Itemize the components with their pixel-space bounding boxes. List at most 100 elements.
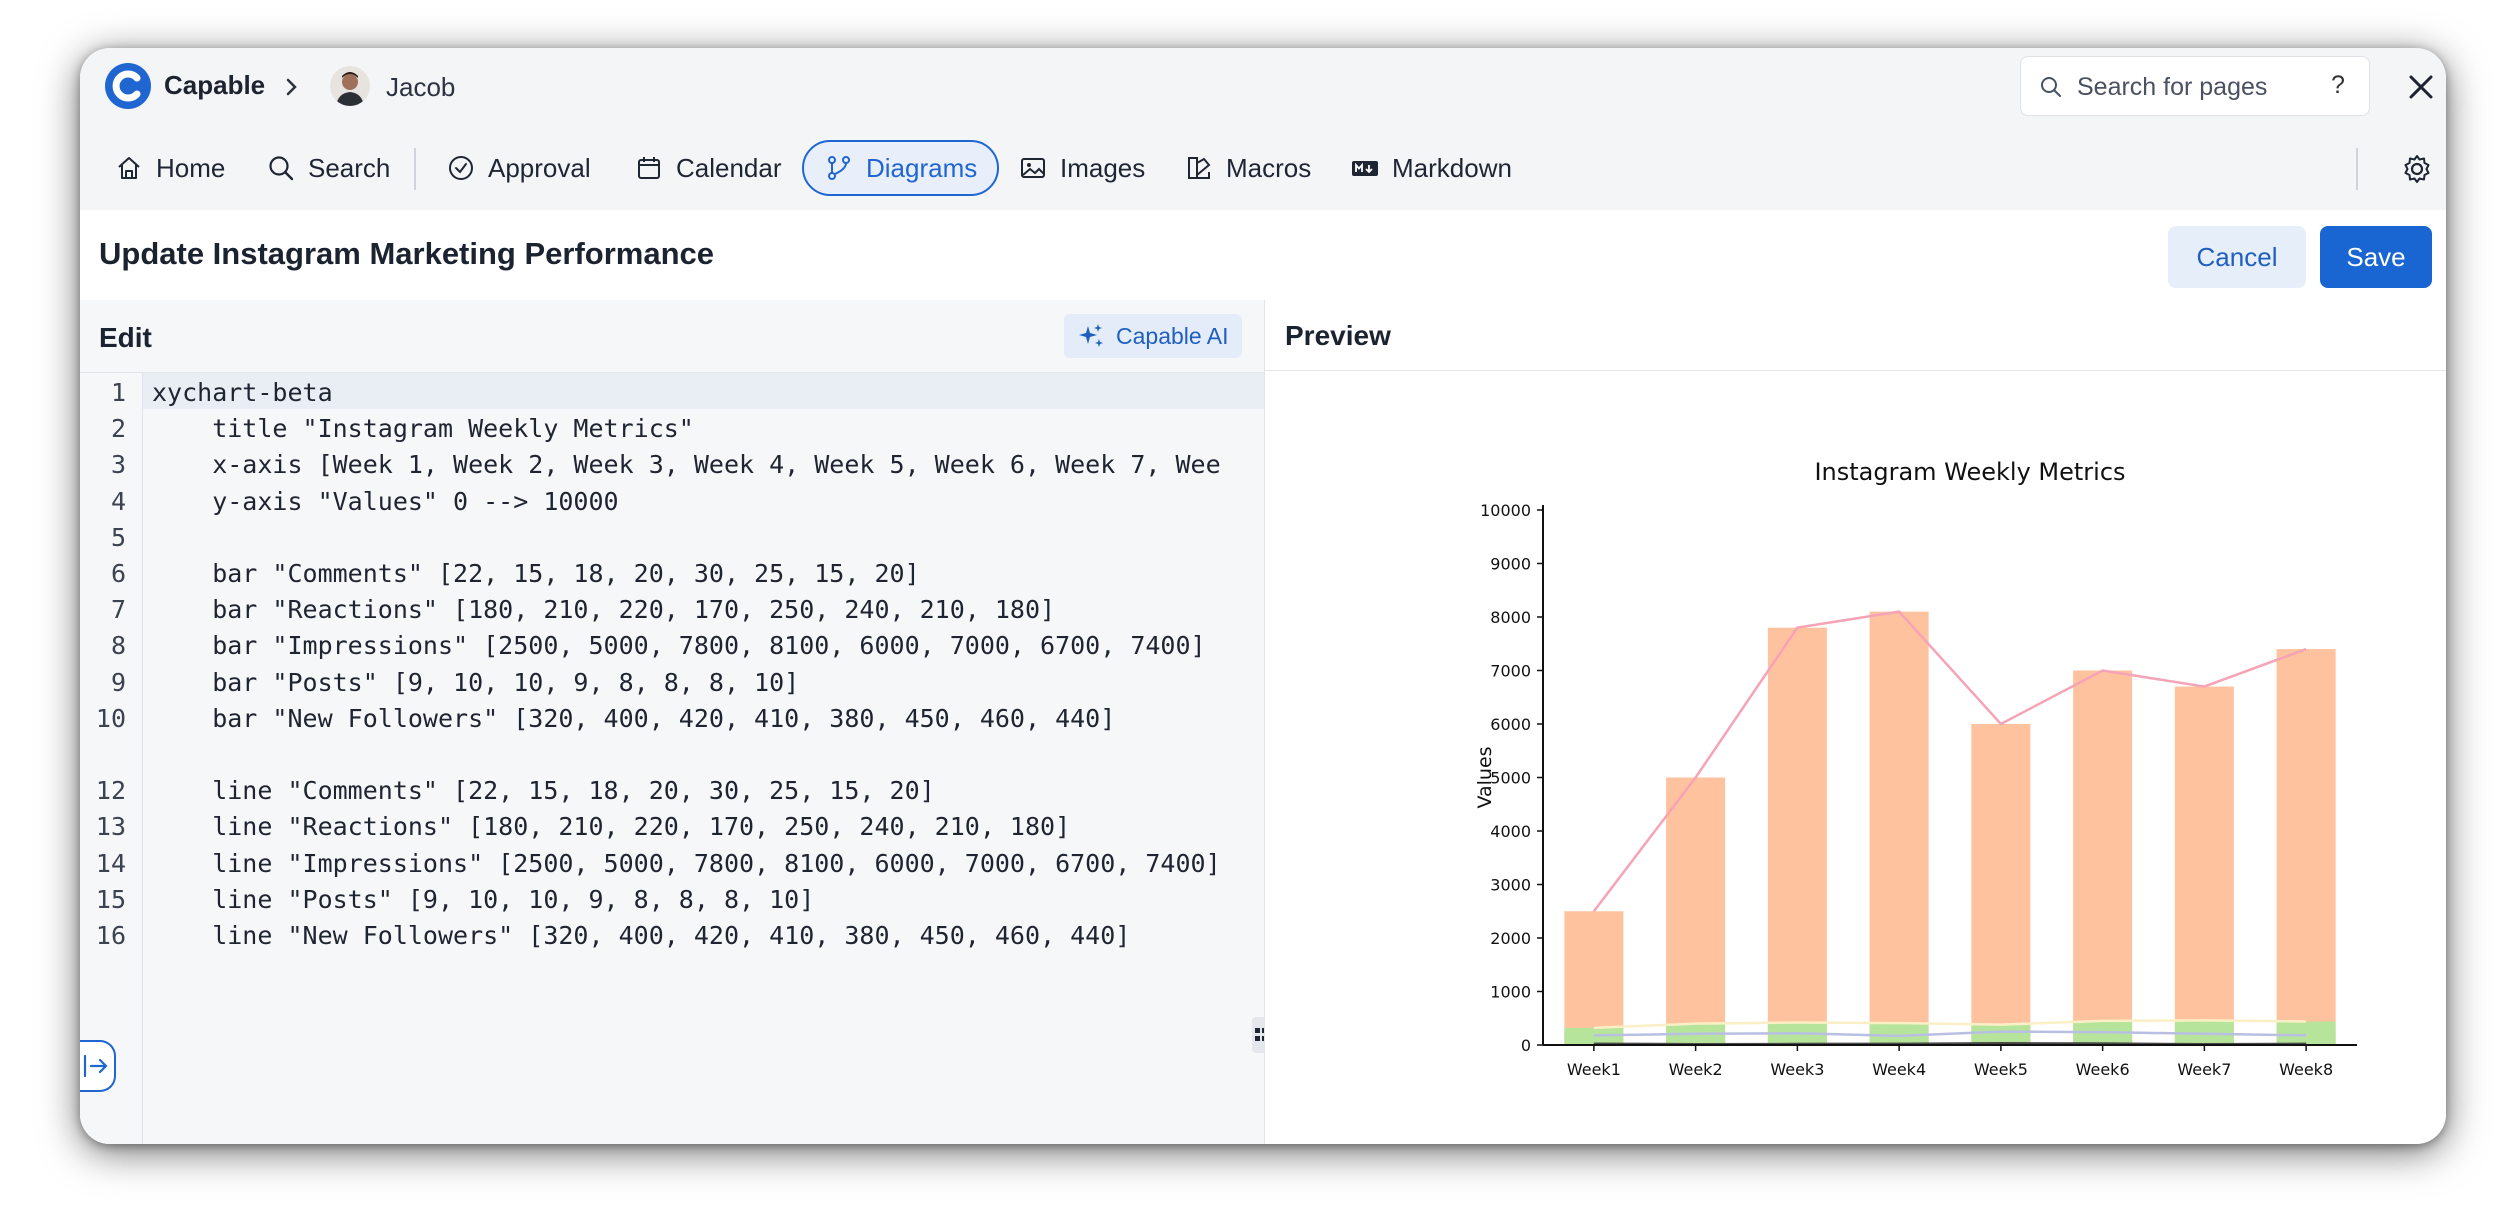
ai-label: Capable AI	[1116, 322, 1229, 349]
code-line[interactable]: bar "New Followers" [320, 400, 420, 410,…	[152, 703, 1116, 733]
code-line[interactable]: line "Posts" [9, 10, 10, 9, 8, 8, 8, 10]	[152, 884, 815, 914]
line-number: 15	[95, 884, 126, 914]
line-number: 13	[95, 812, 126, 842]
line-number: 2	[110, 414, 126, 444]
preview-panel: Preview Instagram Weekly Metrics Values 0 1…	[1264, 300, 2446, 1144]
line-impressions	[1592, 610, 2307, 913]
page-search[interactable]: ?	[2020, 56, 2370, 116]
code-line[interactable]: line "New Followers" [320, 400, 420, 410…	[152, 921, 1131, 950]
bar-new-followers	[1869, 1023, 1929, 1045]
code-line[interactable]: title "Instagram Weekly Metrics"	[152, 414, 694, 444]
bar-impressions	[1564, 911, 1624, 1045]
nav-images[interactable]: Images	[1014, 140, 1149, 196]
page-header: Update Instagram Marketing Performance C…	[80, 210, 2446, 301]
line-reactions	[1593, 1030, 2307, 1038]
line-number: 3	[110, 450, 126, 480]
bar-impressions	[1971, 724, 2031, 1045]
nav-label: Approval	[488, 152, 591, 183]
sparkle-icon	[1079, 324, 1103, 347]
code-line[interactable]: bar "Posts" [9, 10, 10, 9, 8, 8, 8, 10]	[152, 667, 800, 697]
line-number: 7	[110, 595, 126, 625]
chart-title: Instagram Weekly Metrics	[1814, 458, 2125, 486]
nav-label: Markdown	[1392, 152, 1512, 183]
help-button[interactable]: ?	[2331, 71, 2345, 99]
y-tick-label: 1000	[1490, 983, 1531, 1002]
line-number: 4	[110, 486, 126, 516]
x-tick-label: Week4	[1872, 1060, 1926, 1079]
nav-label: Home	[156, 152, 226, 183]
search-icon	[269, 156, 294, 181]
avatar[interactable]	[330, 66, 370, 106]
code-editor[interactable]: 1 xychart-beta 2 title "Instagram Weekly M…	[80, 373, 1264, 1144]
edit-header: Edit Capable AI	[80, 300, 1264, 373]
line-number: 12	[95, 776, 126, 806]
edit-title: Edit	[99, 322, 152, 353]
edit-panel: Edit Capable AI 1 xychart-beta 2 title "In…	[80, 300, 1270, 1144]
capable-logo-icon[interactable]	[104, 62, 152, 110]
y-tick-label: 9000	[1490, 555, 1531, 574]
y-tick-label: 3000	[1490, 876, 1531, 895]
line-number: 6	[110, 559, 126, 588]
save-button[interactable]: Save	[2320, 226, 2432, 288]
line-number: 1	[110, 378, 126, 407]
x-tick-label: Week8	[2279, 1060, 2333, 1079]
nav-label: Images	[1060, 152, 1146, 183]
diagram-icon	[828, 156, 850, 180]
x-tick-label: Week5	[1974, 1060, 2028, 1079]
nav-markdown[interactable]: Markdown	[1346, 140, 1516, 196]
nav-label: Diagrams	[866, 152, 978, 183]
y-tick-label: 10000	[1480, 501, 1531, 520]
line-new-followers	[1593, 1019, 2307, 1030]
code-line[interactable]: bar "Reactions" [180, 210, 220, 170, 250…	[152, 595, 1056, 625]
nav-label: Calendar	[676, 152, 782, 183]
line-number: 10	[95, 703, 126, 733]
nav-macros[interactable]: Macros	[1180, 140, 1315, 196]
code-line[interactable]: line "Reactions" [180, 210, 220, 170, 25…	[152, 812, 1071, 842]
code-line[interactable]: y-axis "Values" 0 --> 10000	[152, 486, 619, 516]
code-line[interactable]: line "Impressions" [2500, 5000, 7800, 81…	[152, 848, 1221, 878]
image-icon	[1021, 158, 1045, 178]
x-tick-label: Week6	[2076, 1060, 2130, 1079]
bar-new-followers	[1564, 1027, 1624, 1045]
brand-name[interactable]: Capable	[164, 70, 266, 100]
y-tick-label: 8000	[1490, 608, 1531, 627]
nav-diagrams[interactable]: Diagrams	[802, 140, 1000, 196]
x-tick-label: Week7	[2177, 1060, 2231, 1079]
nav-calendar[interactable]: Calendar	[630, 140, 786, 196]
gear-icon[interactable]	[2400, 152, 2434, 186]
chevron-right-icon	[286, 78, 297, 96]
top-bar: Capable Jacob ?	[80, 48, 2446, 129]
capable-ai-button[interactable]: Capable AI	[1064, 314, 1242, 358]
toolbar: Home Search Approval Calendar	[80, 128, 2446, 211]
x-tick-label: Week3	[1770, 1060, 1824, 1079]
code-line[interactable]: xychart-beta	[152, 378, 333, 407]
nav-label: Search	[308, 152, 391, 183]
search-input[interactable]	[2075, 67, 2299, 107]
bar-impressions	[2073, 670, 2133, 1045]
nav-approval[interactable]: Approval	[442, 140, 595, 196]
collapse-panel-button[interactable]	[80, 1040, 116, 1092]
close-icon[interactable]	[2406, 72, 2436, 102]
code-line[interactable]: x-axis [Week 1, Week 2, Week 3, Week 4, …	[152, 450, 1221, 480]
page-title: Update Instagram Marketing Performance	[99, 236, 715, 271]
y-tick-label: 7000	[1490, 662, 1531, 681]
nav-label: Macros	[1226, 152, 1312, 183]
nav-search[interactable]: Search	[262, 140, 394, 196]
preview-title: Preview	[1285, 320, 1391, 351]
x-tick-label: Week2	[1669, 1060, 1723, 1079]
code-line[interactable]: bar "Impressions" [2500, 5000, 7800, 810…	[152, 631, 1206, 661]
cancel-button[interactable]: Cancel	[2168, 226, 2306, 288]
bar-impressions	[1869, 611, 1929, 1045]
nav-home[interactable]: Home	[110, 140, 229, 196]
nav-divider	[414, 148, 416, 190]
collapse-arrow-icon	[83, 1054, 108, 1078]
code-line[interactable]: line "Comments" [22, 15, 18, 20, 30, 25,…	[152, 776, 935, 806]
x-tick-label: Week1	[1567, 1060, 1621, 1079]
search-icon	[2041, 77, 2061, 97]
preview-header: Preview	[1265, 300, 2446, 371]
line-number: 8	[110, 631, 126, 661]
code-line[interactable]: bar "Comments" [22, 15, 18, 20, 30, 25, …	[152, 559, 920, 588]
user-name[interactable]: Jacob	[386, 72, 456, 102]
current-line-highlight	[80, 373, 1264, 409]
markdown-icon	[1352, 161, 1378, 176]
